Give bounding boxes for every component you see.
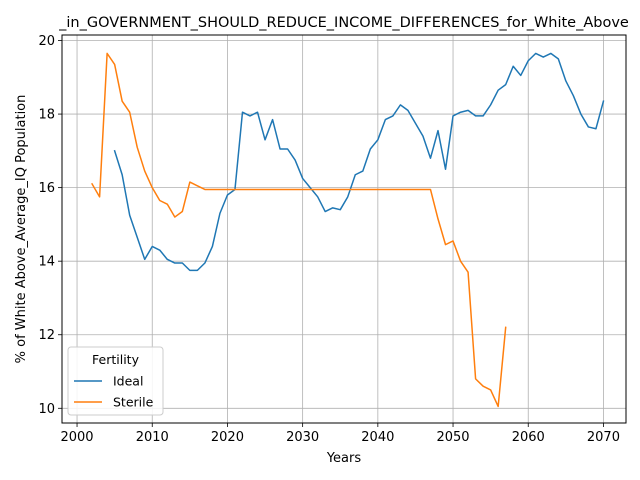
x-tick-label: 2060 xyxy=(512,430,545,445)
x-tick-label: 2010 xyxy=(136,430,169,445)
y-tick-label: 10 xyxy=(38,402,55,417)
legend-label-ideal: Ideal xyxy=(113,374,143,389)
y-tick-label: 14 xyxy=(38,255,55,270)
y-tick-label: 16 xyxy=(38,181,55,196)
legend-label-sterile: Sterile xyxy=(113,395,154,410)
x-tick-label: 2030 xyxy=(286,430,319,445)
legend-title: Fertility xyxy=(92,352,140,367)
y-axis-label: % of White Above_Average_IQ Population xyxy=(14,95,29,364)
x-tick-label: 2070 xyxy=(587,430,620,445)
x-tick-label: 2040 xyxy=(361,430,394,445)
x-axis-label: Years xyxy=(326,451,362,466)
y-tick-label: 12 xyxy=(38,328,55,343)
x-tick-label: 2020 xyxy=(211,430,244,445)
legend-box xyxy=(67,346,164,416)
legend: Fertility Ideal Sterile xyxy=(67,346,164,416)
chart-title: _in_GOVERNMENT_SHOULD_REDUCE_INCOME_DIFF… xyxy=(58,15,629,31)
ticks: 2000 2010 2020 2030 2040 2050 2060 2070 10 12 14 16… xyxy=(38,34,620,445)
x-tick-label: 2000 xyxy=(60,430,93,445)
series-line-ideal xyxy=(113,52,605,272)
series-layer xyxy=(91,52,605,408)
plot-frame xyxy=(61,34,627,424)
y-tick-label: 20 xyxy=(38,34,55,49)
y-tick-label: 18 xyxy=(38,108,55,123)
x-tick-label: 2050 xyxy=(436,430,469,445)
series-line-sterile xyxy=(91,52,507,408)
